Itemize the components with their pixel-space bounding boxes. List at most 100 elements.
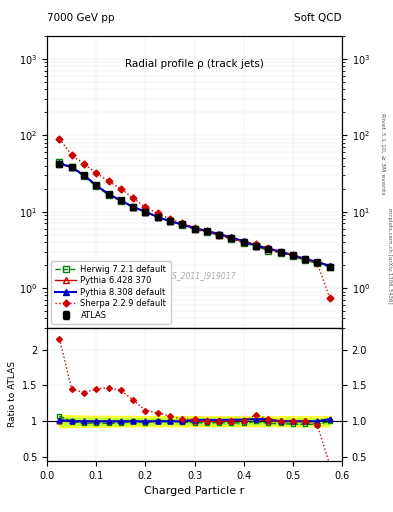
Herwig 7.2.1 default (303, 258, 307, 264)
Pythia 8.308 default (290, 252, 295, 258)
Pythia 8.308 default (229, 234, 234, 241)
Legend: Herwig 7.2.1 default, Pythia 6.428 370, Pythia 8.308 default, Sherpa 2.2.9 defau: Herwig 7.2.1 default, Pythia 6.428 370, … (51, 261, 171, 324)
Herwig 7.2.1 default (241, 240, 246, 246)
Pythia 6.428 370 (168, 218, 173, 224)
Pythia 6.428 370 (155, 214, 160, 220)
Sherpa 2.2.9 default (57, 136, 62, 142)
Sherpa 2.2.9 default (315, 261, 320, 267)
Sherpa 2.2.9 default (290, 252, 295, 258)
Sherpa 2.2.9 default (155, 210, 160, 217)
Sherpa 2.2.9 default (278, 248, 283, 254)
Sherpa 2.2.9 default (119, 185, 123, 191)
Pythia 8.308 default (192, 225, 197, 231)
Herwig 7.2.1 default (106, 192, 111, 198)
Herwig 7.2.1 default (253, 243, 258, 249)
Sherpa 2.2.9 default (192, 224, 197, 230)
Herwig 7.2.1 default (94, 183, 99, 189)
Pythia 6.428 370 (106, 191, 111, 197)
Pythia 8.308 default (327, 263, 332, 269)
Herwig 7.2.1 default (82, 173, 86, 179)
Sherpa 2.2.9 default (82, 161, 86, 167)
Sherpa 2.2.9 default (303, 256, 307, 262)
Pythia 6.428 370 (180, 221, 185, 227)
Pythia 8.308 default (69, 164, 74, 170)
Herwig 7.2.1 default (217, 232, 222, 239)
Pythia 6.428 370 (69, 164, 74, 170)
Sherpa 2.2.9 default (229, 235, 234, 241)
Sherpa 2.2.9 default (253, 241, 258, 247)
Line: Herwig 7.2.1 default: Herwig 7.2.1 default (57, 159, 332, 269)
Text: 7000 GeV pp: 7000 GeV pp (47, 13, 115, 23)
Pythia 8.308 default (168, 218, 173, 224)
Sherpa 2.2.9 default (241, 239, 246, 245)
Pythia 6.428 370 (229, 235, 234, 241)
Pythia 6.428 370 (327, 263, 332, 269)
Herwig 7.2.1 default (229, 236, 234, 242)
Herwig 7.2.1 default (192, 226, 197, 232)
Pythia 6.428 370 (241, 238, 246, 244)
Pythia 8.308 default (303, 256, 307, 262)
Pythia 6.428 370 (192, 225, 197, 231)
Sherpa 2.2.9 default (180, 220, 185, 226)
Line: Pythia 8.308 default: Pythia 8.308 default (57, 160, 332, 269)
Pythia 6.428 370 (278, 248, 283, 254)
Herwig 7.2.1 default (290, 253, 295, 260)
Herwig 7.2.1 default (131, 204, 136, 210)
Sherpa 2.2.9 default (168, 216, 173, 222)
X-axis label: Charged Particle r: Charged Particle r (144, 486, 245, 496)
Text: mcplots.cern.ch [arXiv:1306.3436]: mcplots.cern.ch [arXiv:1306.3436] (387, 208, 391, 304)
Pythia 8.308 default (241, 238, 246, 244)
Herwig 7.2.1 default (327, 264, 332, 270)
Text: ATLAS_2011_I919017: ATLAS_2011_I919017 (153, 271, 236, 280)
Pythia 8.308 default (204, 228, 209, 234)
Herwig 7.2.1 default (266, 247, 270, 253)
Pythia 8.308 default (217, 231, 222, 237)
Pythia 8.308 default (106, 191, 111, 197)
Pythia 8.308 default (253, 243, 258, 249)
Pythia 6.428 370 (82, 172, 86, 178)
Herwig 7.2.1 default (315, 261, 320, 267)
Pythia 8.308 default (155, 214, 160, 220)
Pythia 6.428 370 (290, 252, 295, 258)
Pythia 8.308 default (315, 259, 320, 265)
Sherpa 2.2.9 default (131, 195, 136, 201)
Pythia 6.428 370 (94, 182, 99, 188)
Pythia 8.308 default (180, 221, 185, 227)
Herwig 7.2.1 default (119, 198, 123, 204)
Sherpa 2.2.9 default (106, 178, 111, 184)
Herwig 7.2.1 default (204, 229, 209, 235)
Pythia 8.308 default (82, 172, 86, 178)
Y-axis label: Ratio to ATLAS: Ratio to ATLAS (7, 361, 17, 428)
Pythia 8.308 default (94, 182, 99, 188)
Line: Sherpa 2.2.9 default: Sherpa 2.2.9 default (57, 136, 332, 300)
Pythia 6.428 370 (204, 228, 209, 234)
Pythia 8.308 default (119, 198, 123, 204)
Pythia 6.428 370 (315, 259, 320, 265)
Herwig 7.2.1 default (180, 222, 185, 228)
Sherpa 2.2.9 default (327, 294, 332, 301)
Line: Pythia 6.428 370: Pythia 6.428 370 (57, 161, 332, 269)
Herwig 7.2.1 default (143, 209, 148, 216)
Pythia 8.308 default (131, 204, 136, 210)
Pythia 6.428 370 (303, 256, 307, 262)
Pythia 6.428 370 (143, 208, 148, 215)
Herwig 7.2.1 default (69, 164, 74, 170)
Text: Soft QCD: Soft QCD (294, 13, 342, 23)
Herwig 7.2.1 default (278, 250, 283, 256)
Sherpa 2.2.9 default (94, 170, 99, 176)
Pythia 8.308 default (143, 208, 148, 215)
Sherpa 2.2.9 default (69, 152, 74, 158)
Sherpa 2.2.9 default (143, 204, 148, 210)
Pythia 6.428 370 (253, 243, 258, 249)
Text: Rivet 3.1.10, ≥ 3M events: Rivet 3.1.10, ≥ 3M events (381, 113, 386, 195)
Pythia 6.428 370 (131, 204, 136, 210)
Sherpa 2.2.9 default (266, 245, 270, 251)
Sherpa 2.2.9 default (204, 228, 209, 234)
Herwig 7.2.1 default (155, 214, 160, 220)
Pythia 8.308 default (57, 160, 62, 166)
Pythia 6.428 370 (266, 246, 270, 252)
Herwig 7.2.1 default (168, 218, 173, 224)
Sherpa 2.2.9 default (217, 231, 222, 238)
Herwig 7.2.1 default (57, 159, 62, 165)
Pythia 8.308 default (278, 248, 283, 254)
